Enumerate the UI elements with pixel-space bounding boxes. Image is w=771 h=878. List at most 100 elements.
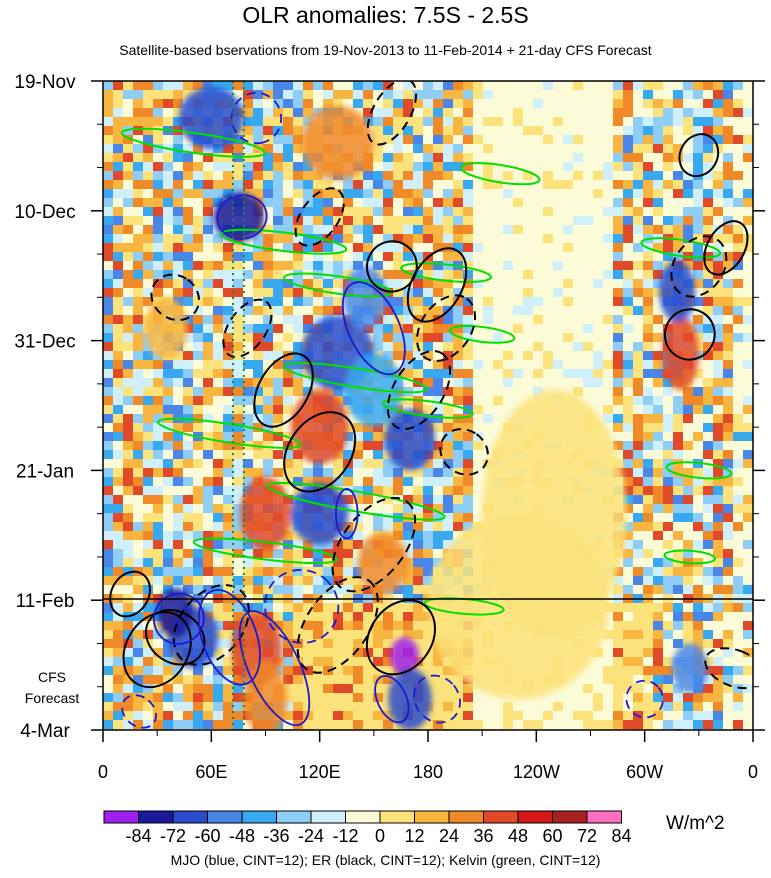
anomaly-cell	[143, 306, 154, 316]
anomaly-cell	[313, 621, 324, 631]
anomaly-cell	[343, 441, 354, 451]
er-contour	[253, 352, 314, 428]
anomaly-cell	[173, 153, 184, 163]
anomaly-cell	[543, 324, 554, 334]
anomaly-cell	[153, 378, 164, 388]
anomaly-cell	[463, 324, 474, 334]
anomaly-cell	[683, 522, 694, 532]
anomaly-cell	[193, 459, 204, 469]
anomaly-cell	[733, 180, 744, 190]
anomaly-cell	[203, 288, 214, 298]
anomaly-cell	[263, 432, 274, 442]
er-contour	[222, 298, 273, 358]
anomaly-cell	[133, 189, 144, 199]
anomaly-cell	[133, 108, 144, 118]
anomaly-cell	[413, 576, 424, 586]
anomaly-cell	[403, 522, 414, 532]
anomaly-cell	[333, 657, 344, 667]
anomaly-cell	[173, 378, 184, 388]
anomaly-cell	[283, 171, 294, 181]
anomaly-cell	[713, 225, 724, 235]
anomaly-cell	[223, 360, 234, 370]
anomaly-cell	[123, 144, 134, 154]
anomaly-cell	[593, 279, 604, 289]
anomaly-cell	[183, 558, 194, 568]
anomaly-cell	[473, 261, 484, 271]
anomaly-cell	[313, 657, 324, 667]
anomaly-cell	[423, 531, 434, 541]
anomaly-cell	[373, 126, 384, 136]
anomaly-cell	[143, 648, 154, 658]
anomaly-cell	[543, 207, 554, 217]
anomaly-cell	[453, 198, 464, 208]
anomaly-cell	[743, 216, 753, 226]
anomaly-cell	[393, 522, 404, 532]
anomaly-cell	[403, 270, 414, 280]
anomaly-cell	[533, 90, 544, 100]
anomaly-cell	[103, 495, 114, 505]
anomaly-cell	[133, 540, 144, 550]
anomaly-cell	[123, 531, 134, 541]
anomaly-cell	[303, 189, 314, 199]
anomaly-cell	[403, 315, 414, 325]
anomaly-cell	[243, 432, 254, 442]
anomaly-cell	[123, 216, 134, 226]
anomaly-cell	[523, 90, 534, 100]
anomaly-cell	[743, 198, 753, 208]
anomaly-cell	[653, 189, 664, 199]
anomaly-cell	[523, 279, 534, 289]
anomaly-cell	[203, 234, 214, 244]
anomaly-cell	[163, 666, 174, 676]
anomaly-cell	[553, 234, 564, 244]
anomaly-cell	[433, 522, 444, 532]
anomaly-cell	[133, 693, 144, 703]
anomaly-cell	[273, 351, 284, 361]
anomaly-cell	[343, 198, 354, 208]
anomaly-cell	[643, 207, 654, 217]
anomaly-cell	[673, 117, 684, 127]
anomaly-cell	[193, 486, 204, 496]
anomaly-cell	[403, 576, 414, 586]
anomaly-cell	[743, 684, 753, 694]
anomaly-cell	[483, 207, 494, 217]
anomaly-cell	[143, 657, 154, 667]
anomaly-cell	[153, 99, 164, 109]
anomaly-cell	[123, 522, 134, 532]
anomaly-cell	[343, 468, 354, 478]
colorbar-label: -72	[160, 826, 186, 846]
anomaly-cell	[453, 333, 464, 343]
anomaly-cell	[243, 414, 254, 424]
anomaly-cell	[293, 342, 304, 352]
anomaly-cell	[383, 486, 394, 496]
anomaly-cell	[603, 630, 614, 640]
anomaly-cell	[613, 657, 624, 667]
colorbar-label: -12	[332, 826, 358, 846]
anomaly-cell	[223, 351, 234, 361]
anomaly-cell	[543, 369, 554, 379]
anomaly-cell	[723, 495, 734, 505]
anomaly-cell	[653, 531, 664, 541]
anomaly-cell	[153, 279, 164, 289]
anomaly-cell	[223, 693, 234, 703]
anomaly-cell	[393, 486, 404, 496]
anomaly-cell	[113, 189, 124, 199]
anomaly-cell	[453, 531, 464, 541]
anomaly-cell	[493, 270, 504, 280]
anomaly-cell	[113, 567, 124, 577]
anomaly-cell	[133, 648, 144, 658]
anomaly-cell	[733, 162, 744, 172]
anomaly-cell	[463, 414, 474, 424]
anomaly-cell	[213, 720, 224, 730]
anomaly-cell	[513, 207, 524, 217]
anomaly-cell	[503, 351, 514, 361]
anomaly-cell	[323, 720, 334, 730]
anomaly-cell	[193, 450, 204, 460]
anomaly-cell	[713, 360, 724, 370]
anomaly-cell	[533, 261, 544, 271]
anomaly-cell	[143, 171, 154, 181]
anomaly-cell	[433, 144, 444, 154]
anomaly-cell	[223, 540, 234, 550]
anomaly-cell	[213, 288, 224, 298]
anomaly-cell	[563, 720, 574, 730]
anomaly-cell	[603, 162, 614, 172]
